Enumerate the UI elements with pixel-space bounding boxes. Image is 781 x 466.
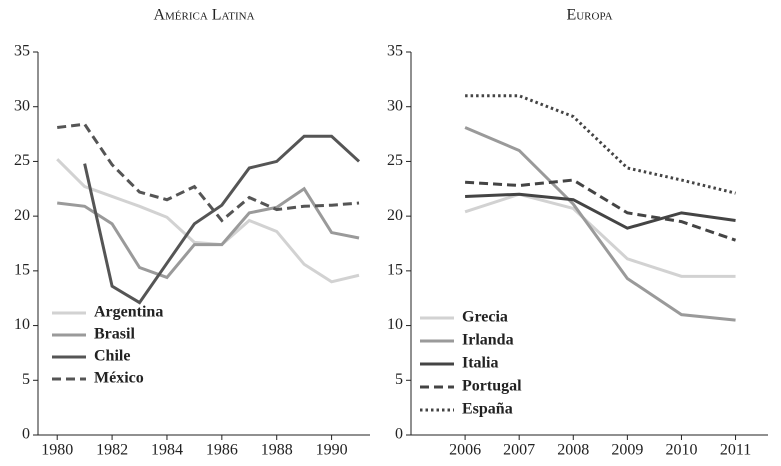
series-line (465, 192, 736, 230)
x-tick-label: 2006 (449, 442, 481, 459)
x-tick-label: 1982 (96, 442, 128, 459)
series-line (465, 94, 736, 195)
x-tick-label: 1980 (41, 442, 73, 459)
y-tick-label: 25 (14, 152, 30, 169)
y-tick-label: 20 (14, 207, 30, 224)
x-tick-label: 2011 (720, 442, 751, 459)
y-tick-label: 30 (14, 97, 30, 114)
legend-label: Chile (94, 348, 130, 365)
y-tick-label: 20 (387, 207, 403, 224)
y-tick-label: 30 (387, 97, 403, 114)
y-tick-label: 35 (14, 43, 30, 60)
y-tick-label: 0 (395, 426, 403, 443)
y-tick-label: 0 (22, 426, 30, 443)
chart-title: América Latina (153, 7, 254, 24)
series-line (83, 134, 361, 305)
y-tick-label: 5 (22, 371, 30, 388)
y-tick-label: 10 (387, 316, 403, 333)
x-tick-label: 1984 (151, 442, 183, 459)
series-line (57, 122, 360, 223)
y-tick-label: 10 (14, 316, 30, 333)
series-line (465, 178, 737, 242)
series-line (464, 126, 736, 322)
legend-label: España (462, 401, 513, 418)
x-tick-label: 2008 (557, 442, 589, 459)
x-tick-label: 2009 (611, 442, 643, 459)
x-tick-label: 2007 (503, 442, 535, 459)
legend-label: Brasil (94, 326, 135, 343)
y-tick-label: 35 (387, 43, 403, 60)
chart-title: Europa (566, 7, 612, 24)
x-tick-label: 1990 (316, 442, 348, 459)
y-tick-label: 5 (395, 371, 403, 388)
legend-label: Argentina (94, 304, 163, 321)
legend-label: Irlanda (462, 332, 514, 349)
x-tick-label: 1986 (206, 442, 238, 459)
y-tick-label: 25 (387, 152, 403, 169)
x-tick-label: 2010 (665, 442, 697, 459)
y-tick-label: 15 (387, 262, 403, 279)
legend-label: México (94, 370, 144, 387)
legend-label: Grecia (462, 309, 508, 326)
legend-label: Italia (462, 355, 498, 372)
y-tick-label: 15 (14, 262, 30, 279)
series-line (57, 186, 360, 280)
series-line (56, 158, 360, 284)
legend-label: Portugal (462, 378, 522, 395)
series-line (464, 192, 736, 278)
x-tick-label: 1988 (261, 442, 293, 459)
